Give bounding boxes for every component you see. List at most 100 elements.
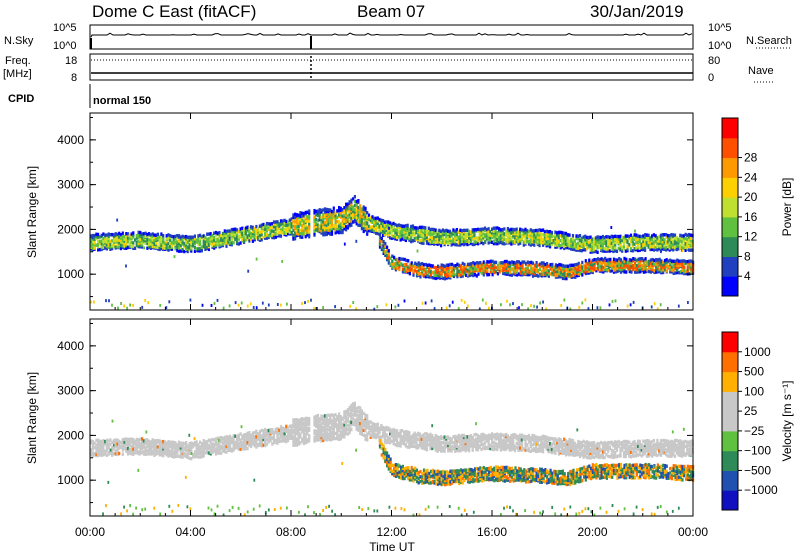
data-cell — [469, 237, 473, 241]
data-cell — [403, 267, 406, 271]
data-cell — [315, 213, 318, 217]
data-cell — [260, 444, 263, 448]
data-cell — [323, 431, 327, 436]
data-cell — [660, 259, 663, 263]
data-cell — [258, 437, 261, 441]
data-cell — [449, 262, 452, 267]
data-cell — [323, 434, 327, 438]
data-cell — [413, 444, 416, 449]
data-cell — [666, 234, 670, 238]
data-cell — [635, 237, 638, 242]
data-cell — [475, 267, 478, 272]
data-cell — [162, 451, 165, 455]
data-cell — [489, 233, 492, 237]
data-cell — [297, 428, 300, 432]
data-cell — [397, 303, 400, 307]
data-cell — [220, 241, 223, 245]
data-cell — [165, 236, 168, 240]
data-cell — [556, 243, 559, 247]
data-cell — [107, 451, 110, 455]
data-cell — [591, 242, 594, 246]
data-cell — [102, 243, 105, 247]
data-cell — [338, 429, 341, 433]
data-cell — [151, 244, 154, 249]
data-cell — [341, 416, 344, 420]
data-cell — [547, 241, 550, 246]
data-cell — [682, 234, 685, 238]
data-cell — [295, 441, 298, 445]
data-cell — [209, 445, 212, 449]
data-cell — [299, 432, 302, 436]
data-cell — [285, 435, 288, 439]
data-cell — [596, 244, 599, 248]
data-cell — [130, 447, 133, 452]
data-cell — [672, 271, 675, 275]
data-cell — [257, 232, 260, 236]
data-cell — [398, 267, 401, 272]
data-cell — [272, 229, 276, 234]
data-cell — [376, 225, 379, 230]
data-cell — [163, 440, 167, 444]
data-cell — [438, 234, 441, 239]
data-cell — [607, 244, 610, 249]
data-cell — [250, 433, 253, 437]
data-cell — [179, 243, 182, 248]
data-cell — [362, 419, 365, 423]
data-cell — [466, 239, 469, 243]
data-cell — [475, 240, 478, 244]
data-cell — [299, 235, 302, 239]
data-cell — [100, 239, 103, 243]
data-cell — [398, 258, 401, 263]
data-cell — [165, 243, 168, 247]
data-cell — [466, 262, 470, 267]
data-cell — [105, 243, 108, 247]
data-cell — [527, 242, 531, 246]
data-cell — [345, 204, 348, 209]
data-cell — [524, 241, 527, 245]
data-cell — [563, 246, 566, 251]
y-tick-label: 4000 — [57, 133, 84, 147]
data-cell — [516, 260, 519, 264]
data-cell — [345, 215, 348, 219]
data-cell — [408, 235, 411, 239]
data-cell — [512, 240, 515, 244]
data-cell — [373, 433, 376, 438]
data-cell — [579, 272, 582, 276]
data-cell — [500, 264, 503, 269]
data-cell — [403, 442, 406, 446]
data-cell — [350, 219, 353, 223]
data-cell — [364, 212, 367, 216]
data-cell — [447, 273, 450, 277]
data-cell — [382, 244, 384, 248]
data-cell — [488, 265, 491, 269]
data-cell — [492, 241, 495, 246]
data-cell — [91, 246, 94, 250]
data-cell — [386, 257, 389, 262]
data-cell — [199, 247, 202, 251]
data-cell — [533, 268, 536, 272]
data-cell — [352, 207, 355, 211]
data-cell — [690, 270, 693, 274]
data-cell — [313, 211, 316, 215]
data-cell — [348, 206, 351, 210]
data-cell — [209, 237, 212, 241]
data-cell — [396, 265, 399, 269]
data-cell — [436, 229, 439, 234]
data-cell — [584, 261, 587, 265]
data-cell — [605, 258, 608, 262]
data-cell — [334, 211, 337, 215]
data-cell — [241, 447, 244, 451]
data-cell — [587, 235, 590, 240]
data-cell — [258, 430, 261, 434]
data-cell — [105, 299, 107, 303]
data-cell — [407, 268, 410, 273]
data-cell — [353, 208, 356, 212]
data-cell — [533, 229, 536, 233]
data-cell — [480, 262, 484, 266]
data-cell — [258, 238, 261, 242]
data-cell — [554, 263, 557, 267]
data-cell — [295, 443, 298, 447]
data-cell — [379, 236, 382, 239]
data-cell — [228, 304, 231, 308]
data-cell — [105, 247, 108, 251]
